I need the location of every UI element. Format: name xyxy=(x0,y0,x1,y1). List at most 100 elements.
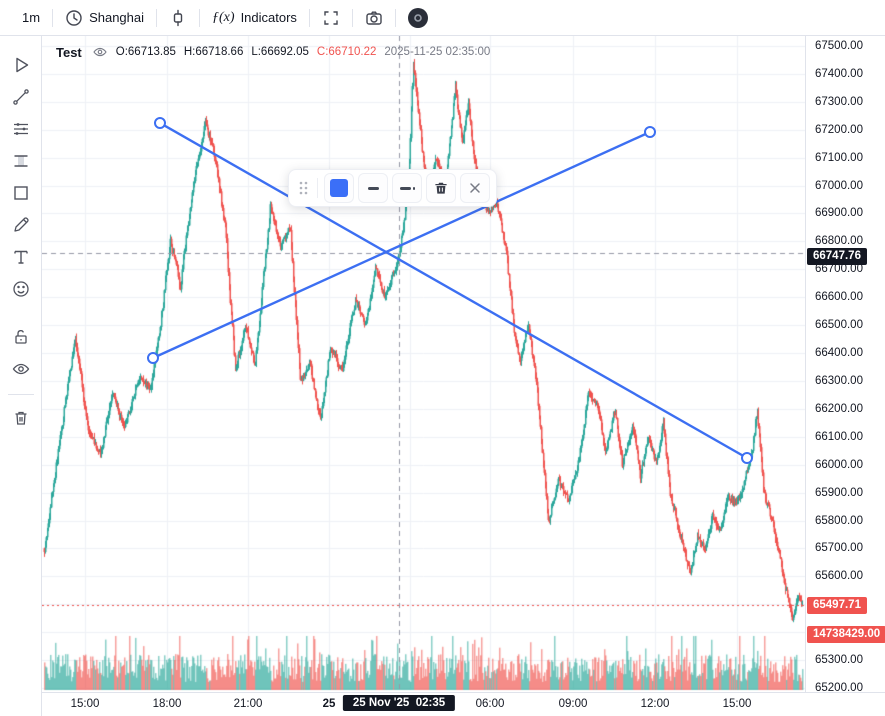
time-axis[interactable]: 25 Nov '25 02:35 15:00 18:00 21:00 25 06:00 0… xyxy=(42,692,885,716)
line-width-icon xyxy=(367,186,379,190)
color-swatch xyxy=(330,179,348,197)
tool-rectangle[interactable] xyxy=(6,178,36,208)
symbol-legend: Test O:66713.85 H:66718.66 L:66692.05 C:… xyxy=(56,44,490,60)
divider xyxy=(394,8,396,27)
chart-style-button[interactable] xyxy=(159,4,197,32)
color-button[interactable] xyxy=(324,173,354,203)
price-axis-label: 66800.00 xyxy=(815,235,863,248)
emoji-icon xyxy=(12,281,29,297)
clock-icon xyxy=(65,9,83,27)
time-axis-label: 12:00 xyxy=(640,698,670,710)
volume-value-badge: 14738429.00 xyxy=(807,626,885,643)
price-axis-label: 67500.00 xyxy=(815,40,863,52)
time-axis-label: 15:00 xyxy=(722,698,752,710)
tool-emoji[interactable] xyxy=(6,274,36,304)
trendline-overlay xyxy=(147,117,753,464)
text-icon xyxy=(13,250,28,264)
price-axis-label: 65800.00 xyxy=(815,514,863,527)
price-axis-label: 66200.00 xyxy=(815,402,863,415)
timezone-label: Shanghai xyxy=(89,10,145,25)
close-toolbar-button[interactable] xyxy=(460,173,490,203)
time-axis-label: 15:00 xyxy=(70,698,100,710)
trash-icon xyxy=(435,182,447,194)
trend-line-drawing-2[interactable] xyxy=(152,130,651,360)
top-toolbar: 1m Shanghai ƒ(x) Indicators xyxy=(0,0,885,36)
trend-line-anchor[interactable] xyxy=(644,126,656,138)
fx-icon: ƒ(x) xyxy=(212,9,235,25)
trend-line-anchor[interactable] xyxy=(741,452,753,464)
price-axis-label: 65300.00 xyxy=(815,654,863,667)
symbol-name: Test xyxy=(56,44,82,60)
divider xyxy=(317,178,318,198)
price-axis-label: 66000.00 xyxy=(815,458,863,471)
tool-text[interactable] xyxy=(6,242,36,272)
trend-line-anchor[interactable] xyxy=(154,117,166,129)
crosshair-time-badge: 25 Nov '25 02:35 xyxy=(342,695,456,711)
tool-unlock[interactable] xyxy=(6,322,36,352)
price-axis[interactable]: 66747.76 65497.71 14738429.00 67500.00 67… xyxy=(805,36,885,694)
camera-icon xyxy=(365,9,383,27)
tool-eye[interactable] xyxy=(6,354,36,384)
divider xyxy=(52,8,54,27)
ohlc-high: H:66718.66 xyxy=(183,46,244,58)
range-icon xyxy=(14,155,27,167)
time-axis-label: 06:00 xyxy=(475,698,505,710)
snapshot-button[interactable] xyxy=(355,4,393,32)
divider xyxy=(308,8,310,27)
tool-delete[interactable] xyxy=(6,403,36,433)
line-style-button[interactable] xyxy=(392,173,422,203)
ohlc-low: L:66692.05 xyxy=(251,46,309,58)
tool-brush[interactable] xyxy=(6,210,36,240)
last-price-badge: 65497.71 xyxy=(807,596,867,614)
indicators-label: Indicators xyxy=(240,10,297,25)
tool-range[interactable] xyxy=(6,146,36,176)
trend-line-drawing-1[interactable] xyxy=(159,121,748,460)
price-axis-label: 67000.00 xyxy=(815,179,863,192)
price-axis-label: 65200.00 xyxy=(815,682,863,694)
tool-cursor[interactable] xyxy=(6,50,36,80)
drag-handle[interactable] xyxy=(295,173,311,203)
price-axis-label: 66500.00 xyxy=(815,319,863,332)
price-axis-label: 65900.00 xyxy=(815,486,863,499)
indicators-button[interactable]: ƒ(x) Indicators xyxy=(202,4,307,32)
price-axis-label: 65700.00 xyxy=(815,542,863,555)
chart-pane[interactable]: Test O:66713.85 H:66718.66 L:66692.05 C:… xyxy=(42,36,805,692)
price-axis-label: 66100.00 xyxy=(815,430,863,443)
brush-icon xyxy=(13,217,29,232)
trash-icon xyxy=(15,411,26,425)
price-axis-label: 67300.00 xyxy=(815,95,863,108)
fib-retracement-icon xyxy=(13,123,28,135)
visibility-eye-icon[interactable] xyxy=(92,44,108,60)
price-axis-label: 67400.00 xyxy=(815,67,863,80)
price-axis-label: 67100.00 xyxy=(815,151,863,164)
eye-icon xyxy=(12,363,29,375)
trend-line-anchor[interactable] xyxy=(147,352,159,364)
candlestick-chart[interactable] xyxy=(42,36,805,692)
ohlc-close: C:66710.22 xyxy=(316,46,377,58)
price-axis-label: 66700.00 xyxy=(815,263,863,276)
fullscreen-icon xyxy=(322,9,340,27)
price-axis-label: 66900.00 xyxy=(815,207,863,220)
line-width-button[interactable] xyxy=(358,173,388,203)
interval-label: 1m xyxy=(22,10,41,25)
fullscreen-button[interactable] xyxy=(312,4,350,32)
rectangle-icon xyxy=(13,186,28,200)
tool-trend-line[interactable] xyxy=(6,82,36,112)
interval-button[interactable]: 1m xyxy=(12,4,50,32)
settings-circle-button[interactable] xyxy=(398,4,438,32)
timezone-button[interactable]: Shanghai xyxy=(55,4,154,32)
candle-style-icon xyxy=(169,9,187,27)
tool-fib-retracement[interactable] xyxy=(6,114,36,144)
price-axis-label: 65600.00 xyxy=(815,570,863,583)
unlock-icon xyxy=(14,330,27,344)
drawing-toolbar xyxy=(0,36,42,716)
time-axis-label: 25 xyxy=(322,698,336,710)
time-axis-label: 09:00 xyxy=(558,698,588,710)
price-axis-label: 66400.00 xyxy=(815,347,863,360)
price-axis-label: 67200.00 xyxy=(815,123,863,136)
close-icon xyxy=(470,183,480,193)
drawing-floating-toolbar xyxy=(288,169,497,207)
line-style-icon xyxy=(399,186,415,190)
delete-drawing-button[interactable] xyxy=(426,173,456,203)
